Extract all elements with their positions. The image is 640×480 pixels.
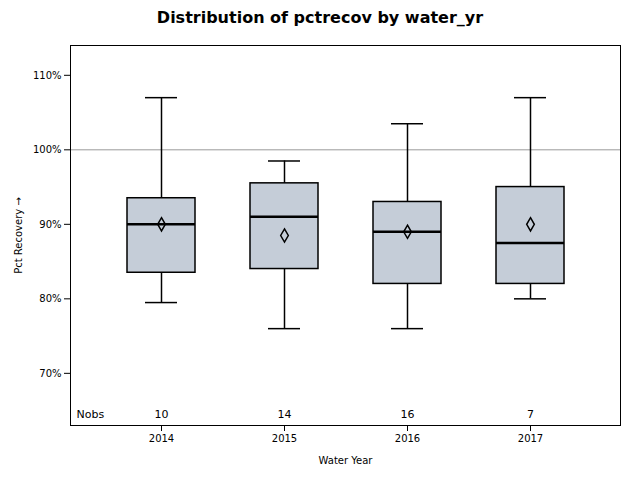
svg-text:70%: 70% (39, 368, 61, 379)
svg-text:2014: 2014 (149, 433, 174, 444)
svg-text:110%: 110% (33, 70, 62, 81)
svg-text:2017: 2017 (518, 433, 543, 444)
html-text:Distribution of pctrecov by wa: Distribution of pctrecov by water_yr (156, 8, 484, 27)
svg-text:7: 7 (527, 408, 534, 421)
svg-text:14: 14 (278, 408, 292, 421)
svg-text:Nobs: Nobs (77, 408, 105, 421)
svg-text:80%: 80% (39, 293, 61, 304)
svg-text:Water Year: Water Year (319, 455, 374, 466)
svg-text:90%: 90% (39, 219, 61, 230)
svg-text:100%: 100% (33, 144, 62, 155)
svg-text:2015: 2015 (272, 433, 297, 444)
svg-text:16: 16 (401, 408, 415, 421)
svg-text:10: 10 (155, 408, 169, 421)
svg-text:Pct Recovery →: Pct Recovery → (13, 197, 24, 274)
svg-text:2016: 2016 (395, 433, 420, 444)
